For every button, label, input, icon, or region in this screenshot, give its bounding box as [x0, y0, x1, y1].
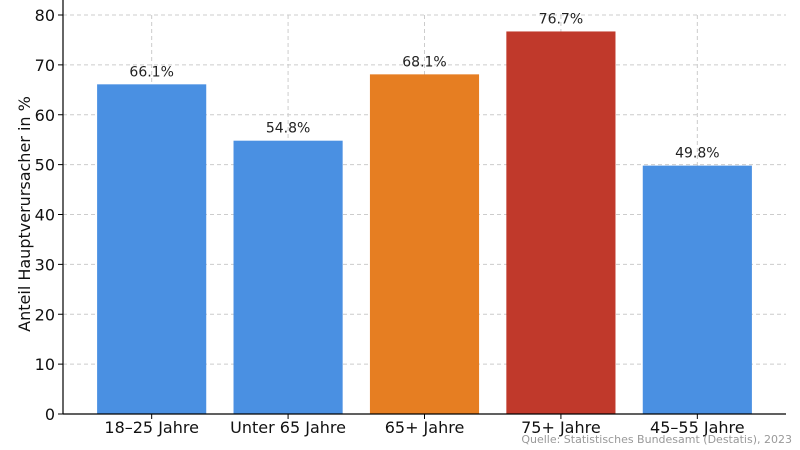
y-tick-label-3: 30: [35, 255, 55, 274]
y-tick-label-5: 50: [35, 156, 55, 175]
data-label-3: 76.7%: [539, 11, 583, 27]
bar-0: [97, 84, 207, 415]
axes: 0 10 20 30 40 50 60 70 80 18–25 Jahre Unter 65 Jah…: [35, 0, 786, 437]
x-tick-label-1: Unter 65 Jahre: [230, 418, 346, 437]
y-tick-label-6: 60: [35, 106, 55, 125]
y-axis-title: Anteil Hauptverursacher in %: [15, 96, 34, 332]
data-label-0: 66.1%: [129, 64, 173, 80]
bar-1: [233, 140, 343, 414]
x-tick-label-0: 18–25 Jahre: [104, 418, 199, 437]
y-tick-label-0: 0: [45, 405, 55, 424]
data-label-1: 54.8%: [266, 121, 310, 137]
x-tick-label-4: 45–55 Jahre: [650, 418, 745, 437]
source-note: Quelle: Statistisches Bundesamt (Destati…: [521, 433, 792, 446]
y-tick-label-4: 40: [35, 206, 55, 225]
y-tick-label-8: 80: [35, 6, 55, 25]
y-tick-label-1: 10: [35, 355, 55, 374]
x-tick-label-3: 75+ Jahre: [521, 418, 601, 437]
bars: 66.1% 54.8% 68.1% 76.7% 49.8%: [97, 11, 752, 415]
data-label-4: 49.8%: [675, 146, 719, 162]
y-tick-label-2: 20: [35, 305, 55, 324]
bar-3: [506, 31, 616, 415]
y-tick-label-7: 70: [35, 56, 55, 75]
bar-4: [642, 165, 752, 414]
bar-2: [369, 74, 480, 414]
data-label-2: 68.1%: [402, 54, 446, 70]
x-tick-label-2: 65+ Jahre: [385, 418, 465, 437]
